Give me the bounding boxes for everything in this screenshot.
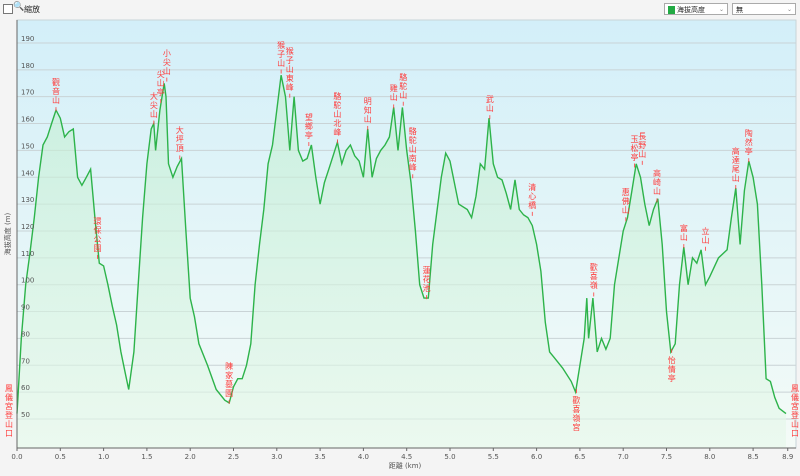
y-tick-label: 160: [21, 116, 34, 124]
series-select-value: 海拔高度: [677, 6, 705, 14]
y-tick-label: 100: [21, 277, 34, 285]
elevation-line: [16, 75, 787, 415]
x-tick-label: 6.0: [531, 453, 542, 461]
y-tick-label: 130: [21, 196, 34, 204]
y-tick-label: 180: [21, 62, 34, 70]
x-tick-label: 4.5: [401, 453, 412, 461]
y-tick-label: 120: [21, 223, 34, 231]
magnifier-icon: 🔍: [13, 2, 25, 12]
x-tick-label: 0.5: [55, 453, 66, 461]
y-tick-label: 50: [21, 411, 30, 419]
zoom-checkbox[interactable]: [3, 4, 13, 14]
x-tick-label: 1.5: [141, 453, 152, 461]
x-tick-label: 8.9: [782, 453, 793, 461]
x-tick-label: 4.0: [358, 453, 369, 461]
x-tick-label: 0.0: [11, 453, 22, 461]
x-tick-label: 5.0: [444, 453, 455, 461]
second-select[interactable]: 無 ⌄: [732, 3, 796, 15]
x-tick-label: 8.0: [704, 453, 715, 461]
x-tick-label: 6.5: [574, 453, 585, 461]
y-tick-label: 150: [21, 142, 34, 150]
series-select[interactable]: 海拔高度 ⌄: [664, 3, 728, 15]
elevation-area: [17, 75, 787, 448]
series-color-swatch: [668, 6, 675, 14]
second-select-value: 無: [736, 6, 743, 14]
x-tick-label: 7.0: [618, 453, 629, 461]
y-tick-label: 80: [21, 330, 30, 338]
x-tick-label: 8.5: [748, 453, 759, 461]
x-tick-label: 7.5: [661, 453, 672, 461]
x-tick-label: 3.0: [271, 453, 282, 461]
toolbar: 🔍 縮放 海拔高度 ⌄ 無 ⌄: [0, 0, 800, 18]
y-tick-label: 90: [21, 304, 30, 312]
y-tick-label: 60: [21, 384, 30, 392]
x-tick-label: 2.5: [228, 453, 239, 461]
y-axis-label: 海拔高度 (m): [3, 212, 12, 255]
x-tick-label: 5.5: [488, 453, 499, 461]
y-tick-label: 170: [21, 89, 34, 97]
chevron-down-icon: ⌄: [786, 6, 792, 13]
x-tick-label: 2.0: [185, 453, 196, 461]
y-tick-label: 190: [21, 35, 34, 43]
x-axis-label: 距離 (km): [389, 461, 422, 470]
y-tick-label: 110: [21, 250, 34, 258]
y-tick-label: 140: [21, 169, 34, 177]
y-tick-label: 70: [21, 357, 30, 365]
x-tick-label: 3.5: [315, 453, 326, 461]
chevron-down-icon: ⌄: [718, 6, 724, 13]
x-tick-label: 1.0: [98, 453, 109, 461]
zoom-label: 縮放: [24, 5, 40, 14]
